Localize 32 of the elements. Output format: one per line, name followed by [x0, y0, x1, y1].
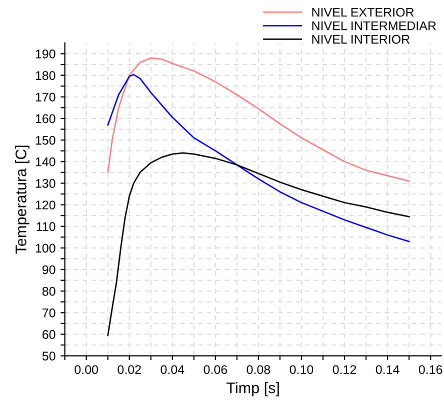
y-tick-label: 50 [42, 352, 56, 360]
y-tick-label: 130 [36, 179, 56, 188]
x-axis-title: Timp [s] [226, 382, 279, 396]
x-tick-label: 0.10 [290, 365, 314, 374]
x-tick-label: 0.06 [204, 365, 228, 374]
y-tick-label: 140 [36, 157, 56, 166]
y-tick-label: 80 [42, 286, 56, 296]
y-tick-label: 120 [36, 200, 56, 210]
y-tick-label: 70 [42, 308, 56, 318]
line-series [107, 74, 410, 242]
x-tick-label: 0.04 [160, 365, 184, 374]
y-tick-label: 90 [42, 265, 56, 274]
y-tick-label: 60 [42, 330, 56, 339]
y-tick-label: 180 [36, 71, 56, 80]
x-tick-label: 0.12 [332, 365, 356, 374]
x-tick-label: 0.16 [418, 365, 442, 374]
y-tick-label: 100 [36, 244, 56, 253]
y-tick-label: 170 [36, 92, 56, 102]
y-tick-label: 150 [36, 136, 56, 145]
x-tick-label: 0.00 [74, 365, 98, 374]
line-series [107, 57, 410, 182]
legend-label: NIVEL EXTERIOR [312, 8, 414, 17]
legend-label: NIVEL INTERMEDIAR [312, 21, 436, 30]
y-tick-label: 190 [36, 50, 56, 58]
x-tick-label: 0.08 [246, 365, 270, 374]
line-series [107, 152, 410, 336]
y-tick-label: 110 [36, 222, 56, 232]
y-tick-label: 160 [36, 114, 56, 124]
legend-label: NIVEL INTERIOR [312, 34, 410, 44]
x-tick-label: 0.14 [376, 365, 400, 374]
y-axis-title: Temperatura [C] [15, 146, 30, 254]
x-tick-label: 0.02 [118, 365, 141, 374]
